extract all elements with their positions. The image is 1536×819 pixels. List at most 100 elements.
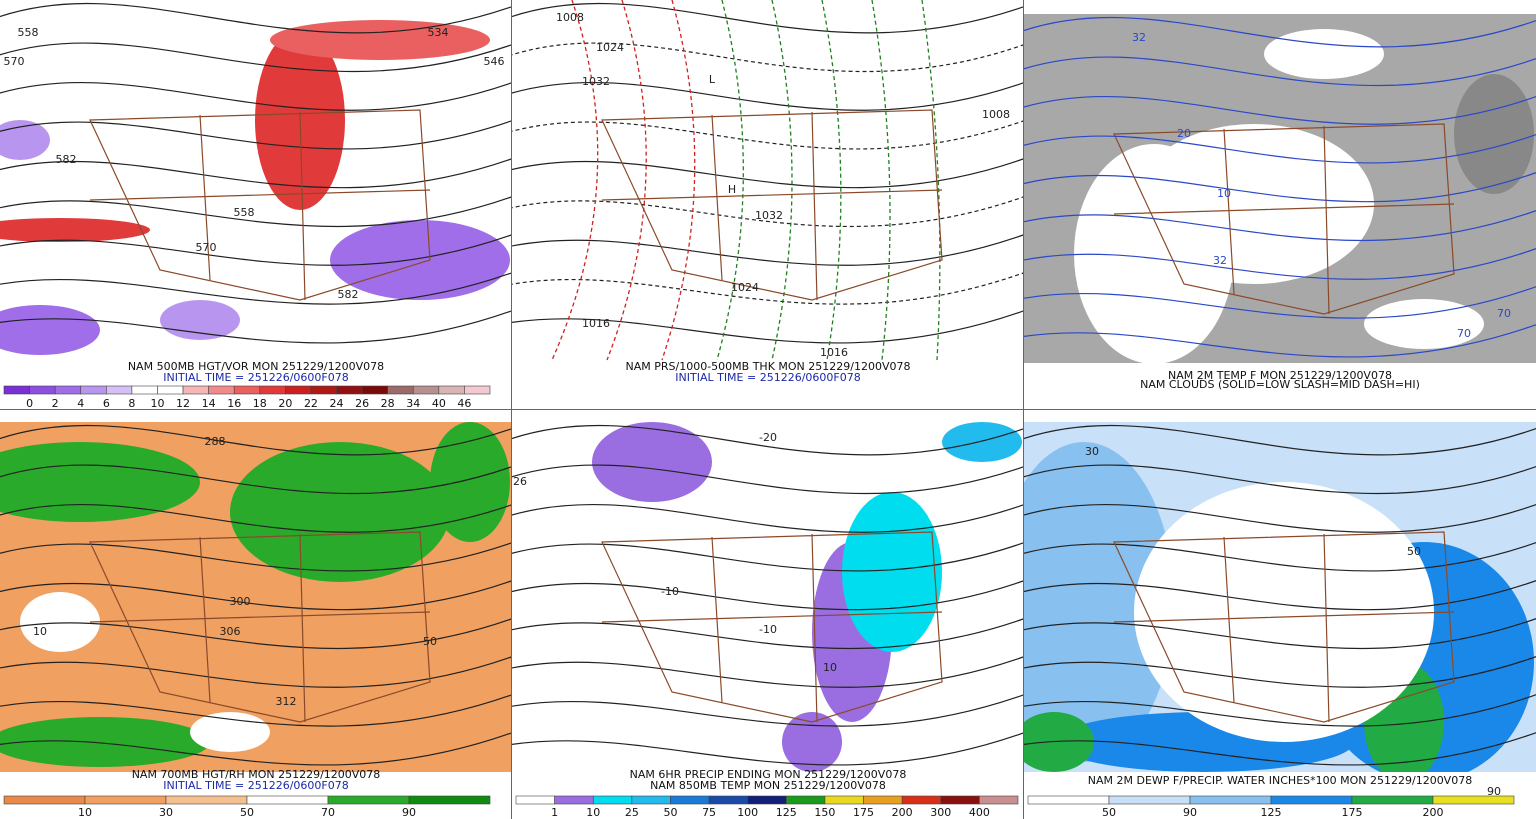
contour	[512, 271, 1024, 305]
colorbar-segment	[1189, 795, 1272, 805]
colorbar-label: 50	[663, 806, 677, 819]
contour	[1024, 617, 1536, 650]
colorbar-segment	[387, 385, 414, 395]
map-label: 1008	[556, 11, 584, 24]
shaded-area	[1024, 712, 1094, 772]
colorbar-label: 24	[330, 397, 344, 410]
map-label: 534	[428, 26, 449, 39]
colorbar-label: 14	[202, 397, 216, 410]
shaded-area	[0, 120, 50, 160]
contour	[512, 693, 1024, 727]
colorbar-label: 50	[240, 806, 254, 819]
map-label: 32	[1132, 31, 1146, 44]
caption: NAM 6HR PRECIP ENDING MON 251229/1200V07…	[630, 768, 907, 781]
contour	[0, 195, 512, 228]
colorbar-label: 300	[930, 806, 951, 819]
contour	[0, 503, 512, 533]
map-label: 1024	[731, 281, 759, 294]
contour	[512, 195, 1024, 228]
contour	[512, 503, 1024, 533]
shaded-area	[1454, 74, 1534, 194]
shaded-area	[1264, 29, 1384, 79]
colorbar-segment	[246, 795, 329, 805]
colorbar-segment	[592, 795, 633, 805]
caption: INITIAL TIME = 251226/0600F078	[675, 371, 860, 384]
shaded-area	[230, 442, 450, 582]
shaded-area	[190, 712, 270, 752]
map-label: 70	[1457, 327, 1471, 340]
map-label: 26	[513, 475, 527, 488]
colorbar-segment	[336, 385, 363, 395]
map-label: 90	[1487, 785, 1501, 798]
shaded-area	[942, 422, 1022, 462]
colorbar-segment	[165, 795, 248, 805]
colorbar-segment	[208, 385, 235, 395]
shaded-area	[330, 220, 510, 300]
colorbar-label: 90	[402, 806, 416, 819]
map-label: 1032	[582, 75, 610, 88]
map-label: 312	[276, 695, 297, 708]
map-label: 1016	[820, 346, 848, 359]
colorbar-segment	[310, 385, 337, 395]
colorbar-segment	[157, 385, 184, 395]
map-label: 582	[56, 153, 77, 166]
contour	[0, 119, 512, 150]
colorbar-segment	[515, 795, 555, 805]
colorbar-label: 90	[1183, 806, 1197, 819]
map-label: 570	[4, 55, 25, 68]
contour	[512, 233, 1024, 266]
map-label: 1024	[596, 41, 624, 54]
colorbar-label: 200	[1423, 806, 1444, 819]
map-label: 288	[205, 435, 226, 448]
shaded-area	[0, 218, 150, 242]
map-label: 10	[823, 661, 837, 674]
map-label: 50	[423, 635, 437, 648]
map-background	[512, 422, 1024, 772]
map-label: 300	[230, 595, 251, 608]
colorbar-label: 150	[814, 806, 835, 819]
contour	[512, 731, 1024, 766]
shaded-area	[0, 717, 210, 767]
colorbar-label: 18	[253, 397, 267, 410]
map-label: 1016	[582, 317, 610, 330]
caption: NAM CLOUDS (SOLID=LOW SLASH=MID DASH=HI)	[1140, 378, 1420, 391]
colorbar-segment	[438, 385, 465, 395]
colorbar-segment	[901, 795, 942, 805]
state-borders	[89, 531, 431, 723]
map-panel: 288 300 306 312 10 50 NAM 700MB HGT/RH MON 251…	[0, 422, 512, 819]
shaded-area	[1024, 442, 1174, 762]
contour	[0, 81, 512, 111]
contour	[512, 655, 1024, 688]
state-borders	[601, 531, 943, 723]
caption: INITIAL TIME = 251226/0600F078	[163, 371, 348, 384]
contour	[1024, 503, 1536, 533]
shaded-area	[1134, 124, 1374, 284]
contour	[1024, 247, 1536, 280]
colorbar-segment	[412, 385, 440, 395]
map-label: -10	[661, 585, 679, 598]
colorbar-segment	[1108, 795, 1191, 805]
map-label: -10	[759, 623, 777, 636]
colorbar-segment	[408, 795, 491, 805]
shaded-area	[842, 492, 942, 652]
colorbar-label: 70	[321, 806, 335, 819]
contour	[0, 157, 512, 189]
shaded-area	[592, 422, 712, 502]
colorbar-segment	[747, 795, 787, 805]
contour	[0, 693, 512, 727]
colorbar-label: 22	[304, 397, 318, 410]
thickness-line	[716, 0, 744, 361]
colorbar-segment	[940, 795, 980, 805]
colorbar-label: 175	[1342, 806, 1363, 819]
shaded-area	[270, 20, 490, 60]
caption: NAM PRS/1000-500MB THK MON 251229/1200V0…	[626, 360, 911, 373]
colorbar-label: 28	[381, 397, 395, 410]
contour	[512, 424, 1024, 456]
caption: NAM 2M DEWP F/PRECIP. WATER INCHES*100 M…	[1088, 774, 1472, 787]
shaded-area	[160, 300, 240, 340]
map-label: 10	[33, 625, 47, 638]
colorbar-segment	[285, 385, 312, 395]
colorbar-segment	[1432, 795, 1515, 805]
colorbar-segment	[863, 795, 903, 805]
contour	[512, 579, 1024, 611]
